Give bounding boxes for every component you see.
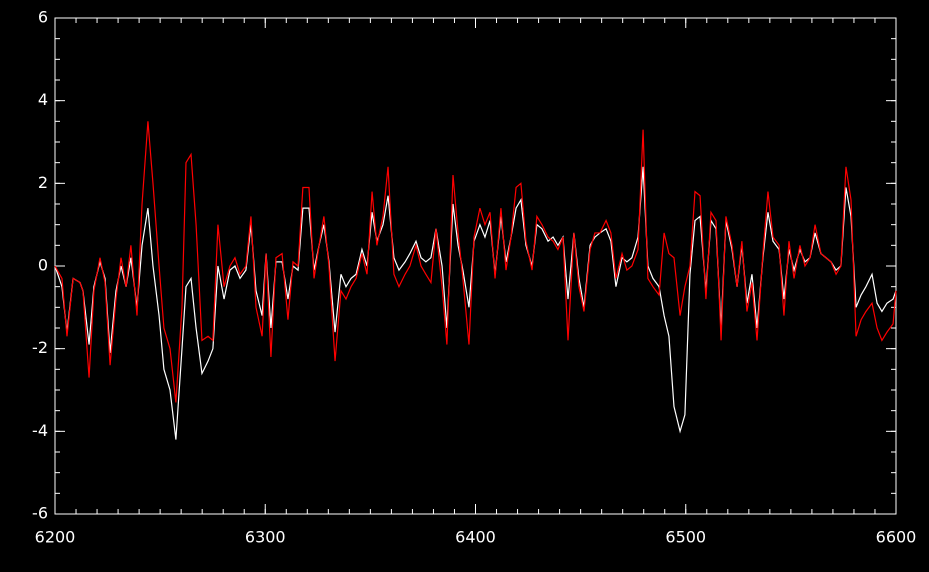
x-tick-label: 6300	[245, 528, 286, 547]
y-tick-label: -2	[32, 338, 48, 357]
y-tick-label: -4	[32, 421, 48, 440]
x-tick-label: 6200	[35, 528, 76, 547]
data-line	[54, 121, 897, 403]
y-tick-label: 2	[38, 173, 48, 192]
x-tick-label: 6400	[455, 528, 496, 547]
y-tick-label: 6	[38, 8, 48, 27]
x-tick-label: 6500	[665, 528, 706, 547]
y-tick-label: 0	[38, 256, 48, 275]
x-tick-label: 6600	[876, 528, 917, 547]
y-tick-label: -6	[32, 504, 48, 523]
y-tick-label: 4	[38, 90, 48, 109]
